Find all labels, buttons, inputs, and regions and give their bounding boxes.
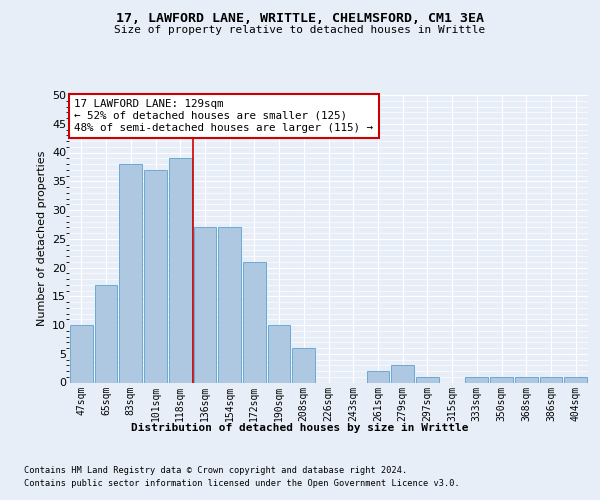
Bar: [243, 262, 266, 382]
Text: Contains HM Land Registry data © Crown copyright and database right 2024.: Contains HM Land Registry data © Crown c…: [24, 466, 407, 475]
Bar: [70, 325, 93, 382]
Bar: [194, 227, 216, 382]
Bar: [416, 377, 439, 382]
Bar: [95, 285, 118, 382]
Bar: [268, 325, 290, 382]
Bar: [466, 377, 488, 382]
Bar: [169, 158, 191, 382]
Bar: [391, 365, 414, 382]
Bar: [367, 371, 389, 382]
Text: 17 LAWFORD LANE: 129sqm
← 52% of detached houses are smaller (125)
48% of semi-d: 17 LAWFORD LANE: 129sqm ← 52% of detache…: [74, 100, 373, 132]
Bar: [218, 227, 241, 382]
Bar: [144, 170, 167, 382]
Y-axis label: Number of detached properties: Number of detached properties: [37, 151, 47, 326]
Text: Distribution of detached houses by size in Writtle: Distribution of detached houses by size …: [131, 422, 469, 432]
Bar: [515, 377, 538, 382]
Bar: [490, 377, 513, 382]
Bar: [539, 377, 562, 382]
Text: 17, LAWFORD LANE, WRITTLE, CHELMSFORD, CM1 3EA: 17, LAWFORD LANE, WRITTLE, CHELMSFORD, C…: [116, 12, 484, 26]
Bar: [119, 164, 142, 382]
Bar: [564, 377, 587, 382]
Text: Size of property relative to detached houses in Writtle: Size of property relative to detached ho…: [115, 25, 485, 35]
Text: Contains public sector information licensed under the Open Government Licence v3: Contains public sector information licen…: [24, 479, 460, 488]
Bar: [292, 348, 315, 382]
